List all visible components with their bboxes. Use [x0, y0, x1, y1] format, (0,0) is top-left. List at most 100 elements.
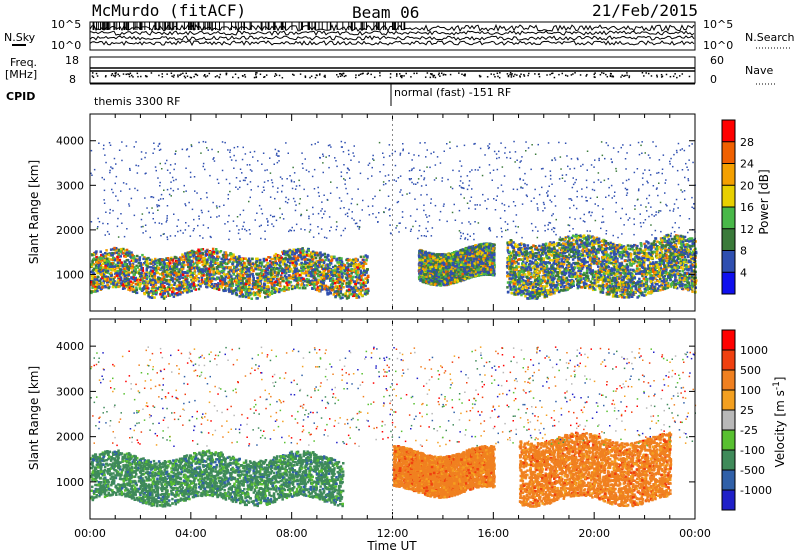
- data-point: [336, 292, 339, 296]
- data-point: [151, 274, 154, 278]
- data-point: [330, 288, 333, 292]
- data-point: [149, 281, 152, 284]
- data-point: [107, 257, 110, 260]
- data-point: [261, 285, 264, 289]
- data-point: [118, 272, 121, 275]
- data-point: [175, 285, 179, 288]
- data-point: [201, 248, 205, 251]
- data-point: [281, 250, 284, 254]
- data-point: [259, 276, 262, 280]
- data-point: [157, 277, 160, 280]
- data-point: [359, 278, 362, 282]
- data-point: [279, 277, 283, 280]
- data-point: [217, 288, 221, 291]
- data-point: [123, 249, 127, 252]
- data-point: [127, 268, 130, 272]
- data-point: [296, 272, 299, 275]
- data-point: [483, 258, 487, 261]
- data-point: [132, 256, 135, 260]
- data-point: [337, 278, 340, 281]
- data-point: [122, 272, 126, 276]
- data-point: [162, 259, 165, 263]
- data-point: [224, 262, 228, 266]
- data-point: [266, 271, 269, 275]
- data-point: [339, 278, 343, 281]
- data-point: [142, 274, 145, 278]
- data-point: [247, 285, 251, 289]
- data-point: [105, 270, 108, 273]
- data-point: [113, 276, 116, 279]
- data-point: [216, 255, 219, 258]
- data-point: [238, 291, 242, 295]
- data-point: [353, 287, 356, 291]
- data-point: [274, 280, 277, 284]
- data-point: [352, 260, 355, 264]
- data-point: [209, 284, 212, 288]
- data-point: [296, 283, 299, 286]
- data-point: [99, 266, 102, 269]
- data-point: [253, 264, 257, 268]
- data-point: [172, 274, 176, 277]
- data-point: [243, 277, 247, 280]
- data-point: [283, 289, 286, 293]
- data-point: [125, 248, 129, 252]
- data-point: [247, 273, 250, 276]
- data-point: [135, 286, 138, 289]
- data-point: [255, 264, 259, 267]
- data-point: [320, 278, 323, 281]
- freq-label: Freq.: [10, 56, 37, 69]
- data-point: [153, 272, 156, 276]
- data-point: [99, 279, 102, 282]
- data-point: [326, 263, 329, 266]
- data-point: [191, 253, 194, 256]
- data-point: [316, 254, 320, 257]
- data-point: [180, 280, 184, 284]
- data-point: [341, 293, 345, 296]
- data-point: [352, 262, 355, 266]
- data-point: [184, 252, 187, 255]
- data-point: [345, 278, 349, 281]
- data-point: [148, 275, 152, 278]
- data-point: [236, 285, 240, 288]
- data-point: [124, 280, 127, 284]
- data-point: [179, 270, 183, 273]
- data-point: [289, 251, 292, 254]
- data-point: [343, 264, 347, 267]
- data-point: [344, 276, 348, 279]
- data-point: [217, 282, 220, 285]
- data-point: [141, 278, 144, 281]
- data-point: [308, 255, 311, 258]
- data-point: [253, 282, 257, 286]
- data-point: [248, 293, 252, 297]
- data-point: [135, 291, 139, 294]
- data-point: [107, 253, 111, 257]
- data-point: [171, 268, 174, 271]
- data-point: [264, 270, 268, 273]
- data-point: [319, 285, 322, 288]
- data-point: [98, 268, 101, 271]
- data-point: [116, 274, 119, 277]
- data-point: [115, 281, 118, 285]
- data-point: [235, 287, 238, 290]
- data-point: [148, 265, 151, 269]
- data-point: [238, 255, 241, 258]
- data-point: [234, 257, 237, 260]
- data-point: [218, 278, 222, 281]
- data-point: [140, 274, 143, 278]
- data-point: [161, 263, 165, 267]
- data-point: [340, 284, 344, 287]
- data-point: [220, 275, 224, 278]
- data-point: [324, 258, 327, 262]
- data-point: [132, 288, 135, 291]
- data-point: [97, 262, 100, 265]
- data-point: [258, 284, 262, 288]
- data-point: [217, 276, 220, 280]
- data-point: [150, 266, 153, 269]
- data-point: [151, 281, 155, 284]
- data-point: [320, 271, 323, 274]
- data-point: [235, 279, 238, 282]
- data-point: [285, 270, 288, 273]
- data-point: [237, 288, 240, 291]
- data-point: [277, 269, 280, 272]
- data-point: [298, 263, 301, 266]
